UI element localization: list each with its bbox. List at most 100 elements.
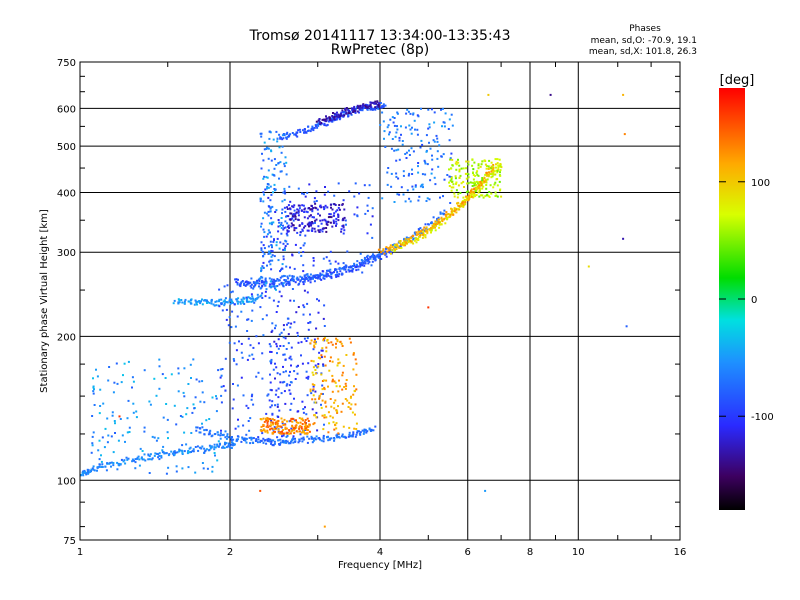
data-point [233, 303, 236, 306]
data-point [239, 285, 242, 288]
data-point [281, 422, 284, 425]
data-point [370, 106, 373, 109]
data-point [220, 385, 223, 388]
colorbar-tick-label: -100 [751, 412, 774, 423]
data-point [307, 328, 310, 331]
data-point [402, 170, 405, 173]
data-point [274, 189, 276, 192]
data-point [341, 203, 344, 206]
data-point [371, 260, 374, 263]
data-point [307, 429, 310, 432]
data-point [292, 219, 295, 222]
data-point [223, 302, 226, 305]
data-point [485, 165, 488, 167]
data-point [364, 429, 367, 432]
data-point [388, 133, 390, 136]
data-point [337, 182, 340, 185]
data-point [241, 436, 244, 439]
data-point [333, 115, 336, 118]
data-point [422, 232, 425, 235]
data-point [480, 182, 483, 184]
data-point [319, 214, 321, 217]
data-point [219, 434, 222, 437]
data-point [215, 397, 218, 400]
data-point [331, 117, 334, 120]
data-point [301, 222, 304, 225]
data-point [276, 305, 279, 308]
data-point [284, 402, 287, 405]
data-point [451, 164, 454, 167]
data-point [325, 119, 328, 122]
data-point [195, 300, 198, 303]
data-point [262, 428, 265, 431]
data-point [475, 171, 478, 174]
data-point [280, 392, 283, 395]
data-point [488, 167, 491, 170]
data-point [345, 436, 348, 439]
data-point [242, 301, 245, 304]
data-point [289, 212, 292, 215]
data-point [293, 427, 296, 430]
data-point [193, 303, 196, 306]
data-point [291, 132, 294, 134]
data-point [500, 195, 503, 198]
data-point [320, 206, 323, 209]
data-point [269, 263, 272, 266]
data-point [174, 451, 177, 454]
data-point [283, 279, 286, 281]
data-point [260, 439, 263, 442]
data-point [342, 425, 345, 428]
data-point [227, 436, 230, 439]
data-point [311, 371, 314, 374]
data-point [260, 247, 263, 250]
data-point [311, 230, 314, 232]
x-tick-label: 1 [77, 547, 83, 558]
data-point [233, 359, 236, 362]
data-point [276, 137, 279, 140]
data-point [435, 134, 438, 137]
data-point [326, 269, 328, 272]
data-point [305, 276, 308, 279]
data-point [143, 426, 146, 429]
data-point [307, 375, 310, 378]
data-point [375, 255, 378, 258]
data-point [334, 260, 337, 263]
data-point [337, 358, 340, 361]
data-point [102, 402, 105, 405]
data-point [378, 102, 380, 105]
data-point [281, 134, 284, 137]
data-point [296, 135, 299, 138]
data-point [278, 279, 281, 282]
data-point [459, 174, 462, 177]
data-point [337, 362, 340, 365]
data-point [436, 157, 439, 160]
data-point [470, 193, 473, 195]
data-point [338, 117, 341, 119]
data-point [110, 465, 112, 468]
data-point [291, 254, 294, 257]
data-point [267, 157, 270, 160]
data-point [247, 296, 250, 299]
data-point [267, 210, 270, 213]
data-point [281, 145, 284, 148]
data-point [286, 323, 288, 326]
data-point [228, 316, 231, 319]
data-point [367, 196, 370, 199]
data-point [430, 231, 432, 234]
data-point [496, 195, 499, 198]
data-point [344, 268, 347, 271]
data-point [471, 195, 474, 198]
y-tick-label: 300 [57, 248, 76, 259]
data-point [225, 446, 228, 449]
data-point [322, 257, 325, 260]
data-point [100, 466, 103, 468]
data-point [197, 449, 200, 452]
data-point [306, 191, 309, 194]
data-point [288, 357, 291, 360]
data-point [378, 255, 381, 258]
data-point [286, 222, 289, 225]
data-point [324, 364, 327, 367]
data-point [331, 374, 334, 377]
data-point [264, 430, 267, 433]
